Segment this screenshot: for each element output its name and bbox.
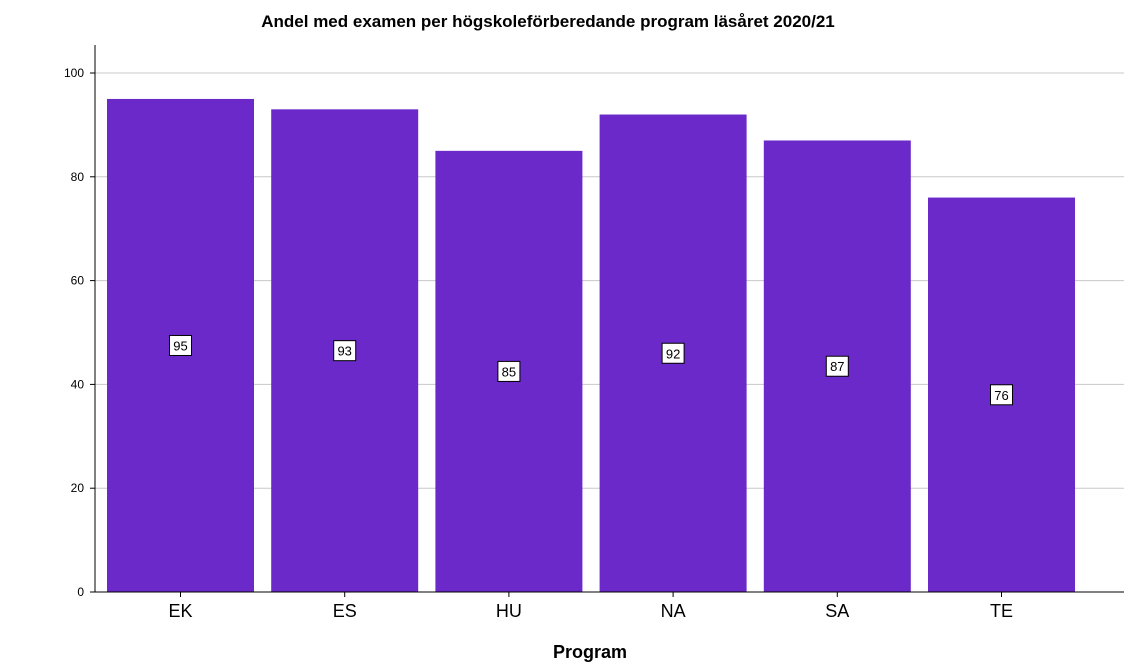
data-label-box [333, 340, 357, 362]
data-label-box [661, 342, 685, 364]
x-axis-label: Program [553, 642, 627, 662]
data-label-te: 76 [990, 384, 1013, 406]
chart-title: Andel med examen per högskoleförberedand… [261, 12, 835, 31]
x-tick-label-na: NA [661, 601, 686, 621]
data-label-hu: 85 [497, 360, 521, 382]
y-ticks: 0 20 40 60 80 100 [64, 66, 95, 599]
data-label-sa: 87 [825, 355, 849, 377]
data-label-text: 85 [502, 364, 516, 379]
data-label-na: 92 [661, 342, 685, 364]
data-label-box [169, 334, 192, 356]
data-label-text: 93 [337, 344, 351, 359]
y-tick-label: 20 [71, 481, 85, 495]
x-tick-label-ek: EK [168, 601, 192, 621]
x-tick-label-sa: SA [825, 601, 849, 621]
x-tick-label-te: TE [990, 601, 1013, 621]
data-label-ek: 95 [169, 334, 192, 356]
data-label-text: 87 [830, 359, 844, 374]
data-label-box [990, 384, 1013, 406]
data-labels: 95 93 85 92 87 76 [169, 334, 1013, 406]
data-label-box [497, 360, 521, 382]
data-label-text: 76 [994, 388, 1008, 403]
y-tick-label: 100 [64, 66, 84, 80]
x-ticks: EK ES HU NA SA TE [168, 592, 1013, 621]
y-tick-label: 80 [71, 170, 85, 184]
data-label-es: 93 [333, 340, 357, 362]
x-tick-label-hu: HU [496, 601, 522, 621]
y-tick-label: 40 [71, 377, 85, 391]
axes [94, 45, 1124, 593]
x-tick-label-es: ES [333, 601, 357, 621]
y-tick-label: 0 [77, 585, 84, 599]
data-label-text: 92 [666, 346, 680, 361]
data-label-box [825, 355, 849, 377]
bars [107, 98, 1075, 593]
y-tick-label: 60 [71, 274, 85, 288]
data-label-text: 95 [173, 338, 187, 353]
